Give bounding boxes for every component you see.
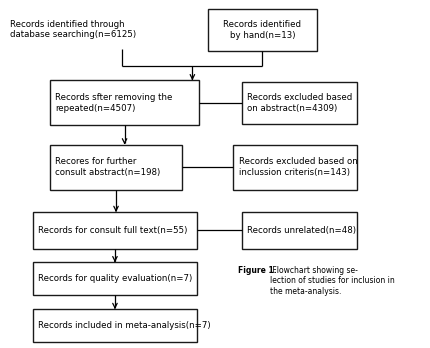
FancyBboxPatch shape [50, 80, 200, 126]
Text: Records excluded based
on abstract(n=4309): Records excluded based on abstract(n=430… [247, 93, 353, 113]
Text: Records identified through
database searching(n=6125): Records identified through database sear… [10, 19, 136, 39]
Text: Records sfter removing the
repeated(n=4507): Records sfter removing the repeated(n=45… [55, 93, 172, 113]
FancyBboxPatch shape [33, 212, 197, 248]
Text: Records identified
by hand(n=13): Records identified by hand(n=13) [223, 21, 301, 40]
Text: Recores for further
consult abstract(n=198): Recores for further consult abstract(n=1… [55, 157, 160, 177]
Text: Records unrelated(n=48): Records unrelated(n=48) [247, 226, 356, 235]
Text: Flowchart showing se-
lection of studies for inclusion in
the meta-analysis.: Flowchart showing se- lection of studies… [270, 266, 395, 296]
FancyBboxPatch shape [208, 9, 317, 51]
FancyBboxPatch shape [233, 144, 357, 190]
FancyBboxPatch shape [33, 262, 197, 295]
FancyBboxPatch shape [242, 82, 357, 124]
Text: Records included in meta-analysis(n=7): Records included in meta-analysis(n=7) [38, 321, 210, 330]
FancyBboxPatch shape [33, 309, 197, 342]
FancyBboxPatch shape [242, 212, 357, 248]
Text: Records excluded based on
inclussion criteris(n=143): Records excluded based on inclussion cri… [239, 157, 357, 177]
Text: Figure 1.: Figure 1. [238, 266, 276, 275]
Text: Records for quality evaluation(n=7): Records for quality evaluation(n=7) [38, 274, 192, 283]
Text: Records for consult full text(n=55): Records for consult full text(n=55) [38, 226, 187, 235]
FancyBboxPatch shape [50, 144, 182, 190]
